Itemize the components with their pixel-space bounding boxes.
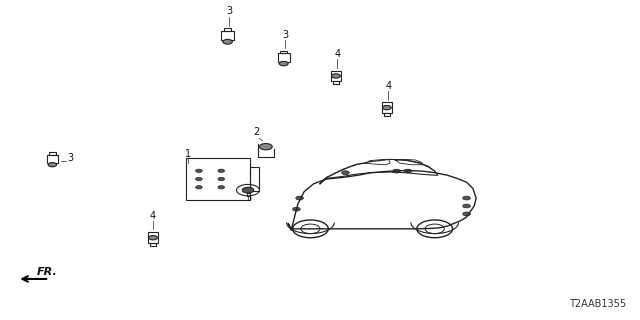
Text: 5: 5 (245, 193, 251, 203)
Text: 2: 2 (253, 127, 259, 137)
Bar (382, 102, 392, 113)
Circle shape (463, 196, 470, 200)
Text: 4: 4 (150, 211, 156, 221)
Circle shape (48, 163, 56, 167)
Circle shape (259, 143, 272, 150)
Circle shape (463, 204, 470, 208)
Circle shape (243, 187, 253, 193)
Circle shape (279, 61, 288, 66)
Bar (224, 28, 232, 31)
Circle shape (148, 236, 157, 240)
Text: FR.: FR. (36, 267, 57, 277)
Circle shape (393, 169, 400, 173)
Text: 3: 3 (282, 30, 288, 40)
Text: 3: 3 (68, 153, 74, 163)
Circle shape (404, 169, 412, 173)
Bar (331, 70, 341, 81)
Circle shape (218, 186, 225, 189)
Bar (384, 113, 390, 116)
Bar (148, 232, 158, 243)
Circle shape (218, 169, 225, 172)
Circle shape (342, 171, 349, 175)
Bar (250, 167, 259, 191)
Circle shape (463, 212, 470, 216)
Circle shape (332, 74, 340, 78)
Circle shape (296, 196, 303, 200)
Text: T2AAB1355: T2AAB1355 (569, 299, 626, 309)
Bar (221, 31, 234, 40)
Bar (47, 155, 58, 163)
Circle shape (196, 169, 202, 172)
Bar (333, 81, 339, 84)
Bar (186, 158, 250, 200)
Bar (150, 243, 156, 246)
Circle shape (292, 207, 300, 211)
Circle shape (383, 106, 391, 110)
Circle shape (223, 39, 232, 44)
Bar (280, 51, 287, 53)
Text: 3: 3 (226, 6, 232, 16)
Bar (49, 152, 56, 155)
Text: 4: 4 (334, 49, 340, 59)
Circle shape (218, 177, 225, 181)
Text: 4: 4 (385, 81, 391, 91)
Bar (278, 53, 290, 62)
Text: 1: 1 (185, 149, 191, 159)
Circle shape (196, 186, 202, 189)
Circle shape (196, 177, 202, 181)
